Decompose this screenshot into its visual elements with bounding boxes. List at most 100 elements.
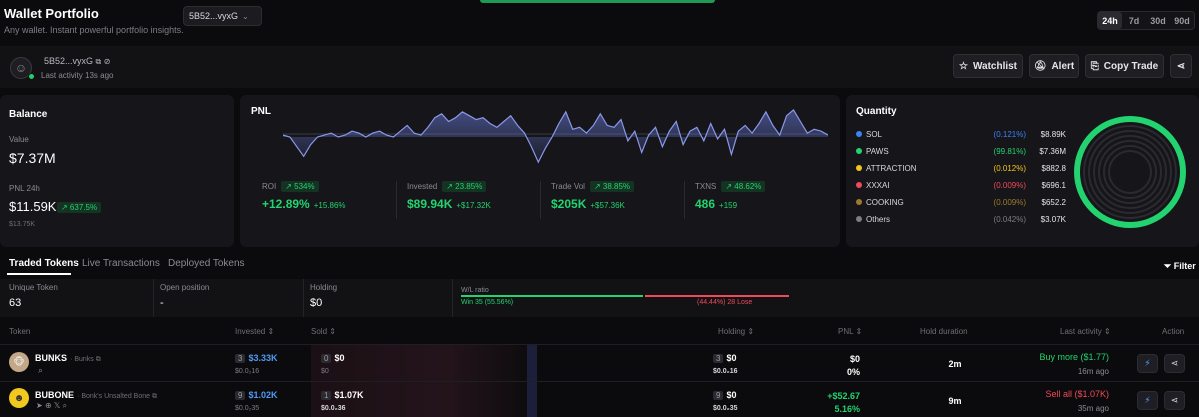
row-divider [0,381,1199,382]
lightning-icon: ⚡︎ [1144,395,1151,405]
quantity-item-value: $7.36M [1039,146,1066,156]
filter-icon: ⏷ [1164,261,1172,271]
invested-sub: $0.0₂35 [235,405,260,412]
copy-trade-button[interactable]: ⎘ Copy Trade [1085,54,1164,78]
wl-ratio-label: W/L ratio [461,287,489,294]
row-divider [0,344,1199,345]
stat-divider [396,181,397,219]
top-accent-bar [480,0,715,3]
value-label: Value [9,135,29,144]
x-icon[interactable]: 𝕏 [53,401,61,410]
trade-vol-badge: ↗ 38.85% [589,181,635,192]
sold-count: 0 [321,354,332,363]
globe-icon[interactable]: ⊕ [44,401,52,410]
pnl-area [283,109,828,163]
ring-track [1083,125,1177,219]
last-activity-text: Buy more ($1.77) [1039,352,1109,362]
summary-divider [452,279,453,317]
row-share-button[interactable]: ⋖ [1164,354,1185,373]
tab-traded-tokens[interactable]: Traded Tokens [9,258,79,269]
quantity-item-value: $8.89K [1040,129,1066,139]
table-row[interactable]: 🐵︎ BUNKS · Bunks ⧉ ⌕ 3 $3.33K $0.0₂16 0 $0… [0,345,1199,381]
th-pnl[interactable]: PNL ⇕ [838,327,863,336]
stat-divider [684,181,685,219]
txns-badge: ↗ 48.62% [721,181,766,192]
ring-track [1098,140,1162,204]
quantity-item-cooking: COOKING (0.009%) $652.2 [856,196,1066,208]
search-icon[interactable]: ⌕ [38,365,44,375]
lightning-icon: ⚡︎ [1144,358,1151,368]
legend-dot-icon [856,165,862,171]
quantity-item-pct: (99.81%) [993,146,1026,156]
balance-value: $7.37M [9,150,56,166]
roi-delta: +15.86% [313,201,346,210]
telegram-icon[interactable]: ➤ [36,401,43,410]
th-holding[interactable]: Holding ⇕ [718,327,755,336]
sold-value: $1.07K [334,390,364,400]
th-invested[interactable]: Invested ⇕ [235,327,275,336]
th-last-activity[interactable]: Last activity ⇕ [1060,327,1111,336]
filter-button[interactable]: ⏷ Filter [1164,261,1196,271]
trade-vol-value: $205K [551,197,587,211]
alert-button[interactable]: 🔕︎ Alert [1029,54,1079,78]
star-icon: ☆ [958,60,968,72]
period-7d[interactable]: 7d [1128,15,1140,26]
th-hold-duration: Hold duration [920,327,968,336]
holding-sub: $0.0₂16 [713,368,738,375]
last-activity-time: 16m ago [1077,367,1109,376]
legend-dot-icon [856,148,862,154]
pnl-24h-label: PNL 24h [9,184,40,193]
link-icon[interactable]: ⊘ [103,57,111,66]
copy-trade-icon: ⎘ [1090,60,1099,72]
roi-value: +12.89% [262,197,310,211]
quick-buy-button[interactable]: ⚡︎ [1137,354,1158,373]
search-icon[interactable]: ⌕ [62,401,68,410]
pnl-value: +$52.67 [827,391,860,401]
token-fullname: · Bunks ⧉ [70,356,101,363]
pnl-24h-badge: ↗ 637.5% [57,202,102,213]
page-title: Wallet Portfolio [4,6,99,21]
tab-live-transactions[interactable]: Live Transactions [82,258,160,269]
holding-value: $0 [726,390,737,400]
summary-bar [0,279,1199,317]
legend-dot-icon [856,182,862,188]
invested-delta: +$17.32K [456,201,491,210]
sold-count: 1 [321,391,332,400]
trade-vol-stat: Trade Vol ↗ 38.85% $205K +$57.36K [551,181,635,211]
summary-divider [303,279,304,317]
th-sold[interactable]: Sold ⇕ [311,327,336,336]
sold-sub: $0 [321,368,329,375]
quantity-item-value: $882.8 [1041,163,1066,173]
period-90d[interactable]: 90d [1174,15,1190,26]
quantity-item-value: $3.07K [1040,214,1066,224]
pnl-percent: 5.16% [834,404,860,414]
holding-cell: Holding $0 [310,283,338,309]
token-name[interactable]: BUNKS [35,353,68,363]
copy-icon[interactable]: ⧉ [95,57,102,66]
th-token: Token [9,327,31,336]
pnl-percent: 0% [846,367,860,377]
share-button[interactable]: ⋖ [1170,54,1192,78]
share-icon: ⋖ [1170,358,1179,368]
wallet-address: 5B52...vyxG ⧉ ⊘ [44,56,111,66]
page-subtitle: Any wallet. Instant powerful portfolio i… [4,25,184,35]
watchlist-button[interactable]: ☆ Watchlist [953,54,1023,78]
period-selector: 24h 7d 30d 90d [1097,11,1195,30]
quantity-item-attraction: ATTRACTION (0.012%) $882.8 [856,162,1066,174]
quantity-item-pct: (0.009%) [993,180,1026,190]
period-24h[interactable]: 24h [1098,12,1122,29]
wallet-select[interactable]: 5B52...vyxG ⌄ [183,6,262,26]
unique-token-value: 63 [9,297,22,309]
period-30d[interactable]: 30d [1150,15,1166,26]
row-share-button[interactable]: ⋖ [1164,391,1185,410]
hold-duration: 9m [948,396,962,406]
quantity-item-pct: (0.042%) [993,214,1026,224]
tab-deployed-tokens[interactable]: Deployed Tokens [168,258,245,269]
balance-title: Balance [9,109,48,120]
quick-buy-button[interactable]: ⚡︎ [1137,391,1158,410]
table-row[interactable]: ☻ BUBONE · Bonk's Unsalted Bone ⧉ ➤ ⊕ 𝕏 … [0,382,1199,417]
open-position-cell: Open position - [160,283,210,309]
ring-track [1108,150,1152,194]
token-name[interactable]: BUBONE [35,390,75,400]
sold-value: $0 [334,353,345,363]
